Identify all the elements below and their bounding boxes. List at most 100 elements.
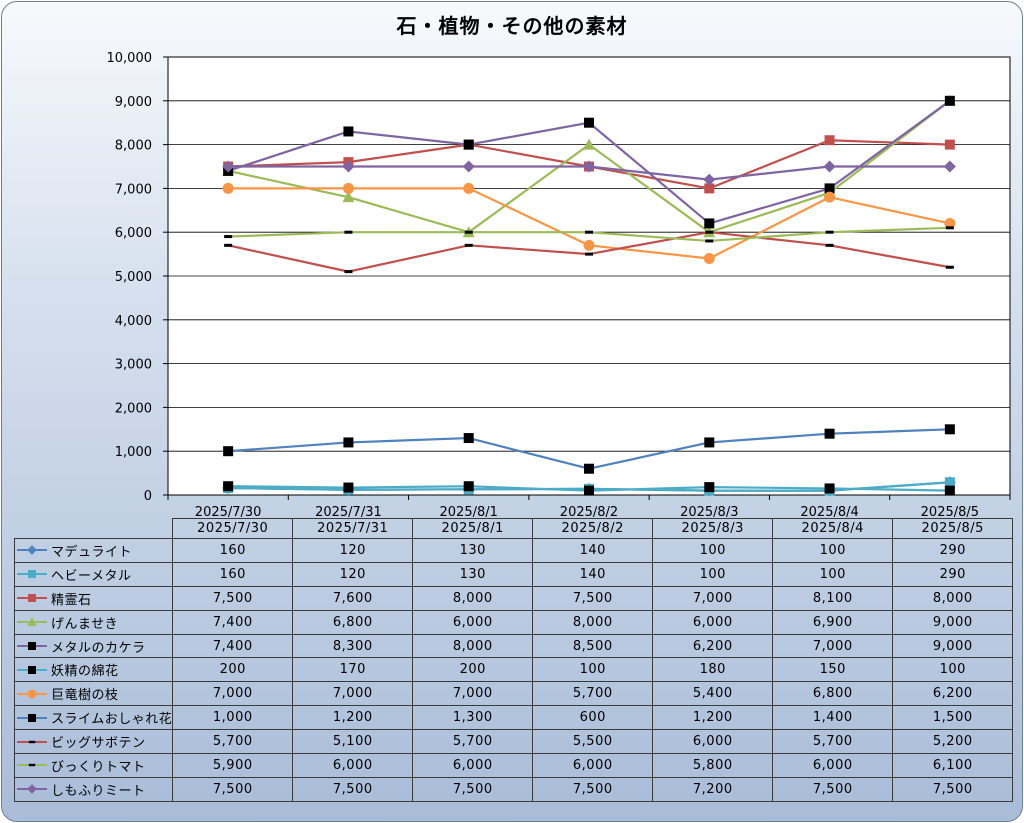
table-cell: 140	[532, 538, 654, 563]
table-cell: 180	[652, 657, 774, 683]
data-point	[824, 135, 835, 146]
table-cell: 290	[892, 538, 1014, 563]
data-point	[944, 95, 955, 106]
table-cell: 7,500	[532, 776, 654, 802]
data-point	[945, 265, 954, 269]
data-point	[344, 270, 353, 274]
table-cell: 7,500	[532, 585, 654, 611]
data-point	[344, 230, 353, 234]
table-cell: 160	[172, 538, 294, 563]
table-cell: 1,400	[772, 705, 894, 731]
data-point	[583, 160, 595, 173]
table-row: びっくりトマト 5,900 6,000 6,000 6,000 5,800 6,000 6,1…	[13, 753, 1014, 778]
table-cell: 100	[532, 657, 654, 683]
legend-key	[17, 784, 47, 795]
legend-key	[17, 594, 47, 603]
data-point	[584, 463, 594, 474]
x-tick-label: 2025/8/3	[680, 505, 738, 520]
series-name: ヘビーメタル	[51, 568, 132, 584]
series-name: 精霊石	[51, 592, 92, 608]
data-point	[584, 485, 594, 496]
table-cell: 8,000	[892, 585, 1014, 611]
series-6	[223, 481, 955, 496]
legend-marker	[27, 689, 37, 699]
data-point	[224, 243, 233, 247]
x-tick-label: 2025/7/30	[195, 505, 262, 520]
data-point	[463, 139, 474, 150]
table-cell: 6,000	[412, 753, 534, 778]
data-point	[585, 252, 593, 256]
table-cell: 200	[172, 657, 294, 683]
table-cell: 6,000	[292, 753, 414, 778]
series-name-cell: 巨竜樹の枝	[13, 681, 174, 707]
series-name-cell: メタルのカケラ	[13, 633, 174, 659]
data-point	[944, 424, 955, 435]
table-cell: 1,000	[172, 705, 294, 731]
table-cell: 1,300	[412, 705, 534, 731]
data-point	[703, 173, 716, 186]
data-point	[223, 481, 234, 492]
table-cell: 7,500	[172, 585, 294, 611]
data-point	[464, 230, 473, 234]
table-cell: 7,500	[172, 776, 294, 802]
series-name: 妖精の綿花	[51, 664, 119, 680]
y-tick-label: 4,000	[115, 314, 152, 329]
table-cell: 160	[172, 561, 294, 587]
table-row: スライムおしゃれ花 1,000 1,200 1,300 600 1,200 1,400 1,5…	[13, 705, 1014, 731]
series-11	[222, 160, 956, 186]
data-point	[222, 182, 234, 194]
table-corner	[14, 518, 174, 539]
series-name-cell: しもふりミート	[13, 776, 174, 802]
data-point	[223, 446, 234, 457]
series-name: げんませき	[51, 616, 119, 632]
table-cell: 7,000	[652, 585, 774, 611]
table-cell: 7,500	[772, 776, 894, 802]
data-point	[583, 138, 595, 150]
table-cell: 7,400	[172, 609, 294, 635]
data-point	[343, 437, 354, 448]
legend-key	[17, 665, 47, 674]
data-point	[704, 218, 715, 229]
table-cell: 7,500	[892, 776, 1014, 802]
legend-key	[17, 617, 47, 627]
data-point	[464, 243, 473, 247]
series-name: しもふりミート	[51, 783, 146, 799]
table-cell: 6,000	[652, 609, 774, 635]
data-point	[824, 183, 835, 194]
legend-key	[17, 570, 47, 579]
legend-marker	[27, 617, 37, 627]
data-point	[944, 139, 955, 150]
y-tick-label: 7,000	[115, 182, 152, 197]
table-header-cell: 2025/8/3	[652, 518, 774, 539]
data-point	[943, 160, 956, 173]
table-cell: 1,500	[892, 705, 1014, 731]
x-tick-label: 2025/8/4	[800, 505, 858, 520]
y-tick-label: 2,000	[115, 401, 152, 416]
table-cell: 6,800	[292, 609, 414, 635]
table-cell: 130	[412, 538, 534, 563]
table-cell: 5,500	[532, 729, 654, 755]
table-cell: 6,800	[772, 681, 894, 707]
series-name: ビッグサボテン	[51, 736, 146, 752]
legend-marker	[28, 665, 36, 674]
table-cell: 1,200	[292, 705, 414, 731]
table-cell: 7,000	[412, 681, 534, 707]
data-point	[343, 482, 354, 493]
table-cell: 5,200	[892, 729, 1014, 755]
data-point	[945, 226, 954, 230]
series-name-cell: びっくりトマト	[13, 753, 174, 778]
table-cell: 5,700	[532, 681, 654, 707]
series-name: スライムおしゃれ花	[51, 712, 173, 728]
data-point	[585, 230, 593, 234]
table-header-cell: 2025/7/30	[172, 518, 294, 539]
data-point	[823, 160, 836, 173]
y-tick-label: 8,000	[115, 139, 152, 154]
series-name-cell: ビッグサボテン	[13, 729, 174, 755]
series-10	[224, 226, 954, 243]
legend-key	[17, 689, 47, 699]
data-point	[944, 485, 955, 496]
table-cell: 130	[412, 561, 534, 587]
table-header-cell: 2025/7/31	[292, 518, 414, 539]
y-tick-label: 6,000	[115, 226, 152, 241]
legend-marker	[27, 784, 37, 795]
